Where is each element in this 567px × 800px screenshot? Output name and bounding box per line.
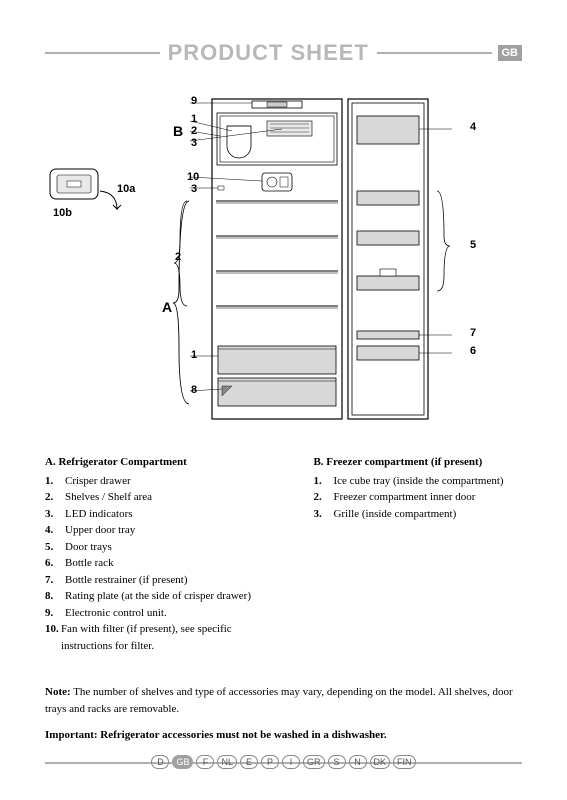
language-selector: DGBFNLEPIGRSNDKFIN bbox=[151, 755, 415, 769]
lang-option-f[interactable]: F bbox=[196, 755, 214, 769]
lang-option-gr[interactable]: GR bbox=[303, 755, 325, 769]
legend-item: 3.LED indicators bbox=[45, 506, 273, 523]
legend-item-number: 1. bbox=[45, 473, 65, 490]
legend-item: 8.Rating plate (at the side of crisper d… bbox=[45, 588, 273, 605]
legend-item-number: 2. bbox=[45, 489, 65, 506]
callout-10b: 10b bbox=[53, 207, 72, 219]
legend-item-text: Upper door tray bbox=[65, 522, 135, 539]
lang-option-p[interactable]: P bbox=[261, 755, 279, 769]
lang-option-e[interactable]: E bbox=[240, 755, 258, 769]
header-rule-right bbox=[377, 52, 492, 54]
lang-option-n[interactable]: N bbox=[349, 755, 367, 769]
lang-option-fin[interactable]: FIN bbox=[393, 755, 416, 769]
legend-item-text: Bottle rack bbox=[65, 555, 114, 572]
callout-5: 5 bbox=[470, 239, 476, 251]
legend-col-B: B. Freezer compartment (if present) 1.Ic… bbox=[313, 454, 522, 654]
legend: A. Refrigerator Compartment 1.Crisper dr… bbox=[45, 454, 522, 654]
legend-item: 2.Shelves / Shelf area bbox=[45, 489, 273, 506]
lang-option-s[interactable]: S bbox=[328, 755, 346, 769]
callout-9: 9 bbox=[191, 95, 197, 107]
legend-item-text: Crisper drawer bbox=[65, 473, 131, 490]
legend-item-text: Door trays bbox=[65, 539, 112, 556]
legend-item-text: Freezer compartment inner door bbox=[333, 489, 475, 506]
legend-item-text: Shelves / Shelf area bbox=[65, 489, 152, 506]
callout-3-freezer: 3 bbox=[191, 137, 197, 149]
legend-item-number: 2. bbox=[313, 489, 333, 506]
lang-option-dk[interactable]: DK bbox=[370, 755, 391, 769]
callout-6: 6 bbox=[470, 345, 476, 357]
legend-item: 3.Grille (inside compartment) bbox=[313, 506, 522, 523]
legend-item-number: 5. bbox=[45, 539, 65, 556]
legend-item: 9.Electronic control unit. bbox=[45, 605, 273, 622]
callout-1: 1 bbox=[191, 349, 197, 361]
legend-item: 6.Bottle rack bbox=[45, 555, 273, 572]
filter-inset: 10a 10b bbox=[45, 161, 140, 236]
legend-item-text: Electronic control unit. bbox=[65, 605, 167, 622]
legend-item-number: 8. bbox=[45, 588, 65, 605]
legend-item-text: Bottle restrainer (if present) bbox=[65, 572, 187, 589]
lang-option-d[interactable]: D bbox=[151, 755, 169, 769]
callout-4: 4 bbox=[470, 121, 476, 133]
page-title: PRODUCT SHEET bbox=[160, 40, 377, 66]
product-diagram: 9 1 2 3 B 10 3 2 A 1 8 4 5 7 6 10a 10b bbox=[45, 91, 522, 436]
header-rule-left bbox=[45, 52, 160, 54]
legend-item: 4.Upper door tray bbox=[45, 522, 273, 539]
callout-7: 7 bbox=[470, 327, 476, 339]
fridge-illustration bbox=[152, 91, 482, 436]
legend-item: 10.Fan with filter (if present), see spe… bbox=[45, 621, 273, 654]
legend-item-number: 6. bbox=[45, 555, 65, 572]
legend-heading-B: B. Freezer compartment (if present) bbox=[313, 454, 522, 471]
legend-item: 1.Ice cube tray (inside the compartment) bbox=[313, 473, 522, 490]
legend-item-number: 3. bbox=[313, 506, 333, 523]
legend-item-number: 7. bbox=[45, 572, 65, 589]
legend-col-A: A. Refrigerator Compartment 1.Crisper dr… bbox=[45, 454, 273, 654]
legend-item-text: Fan with filter (if present), see specif… bbox=[61, 621, 274, 654]
note-text: Note: The number of shelves and type of … bbox=[45, 684, 522, 717]
legend-heading-A: A. Refrigerator Compartment bbox=[45, 454, 273, 471]
legend-item: 2.Freezer compartment inner door bbox=[313, 489, 522, 506]
legend-item: 5.Door trays bbox=[45, 539, 273, 556]
legend-item-number: 4. bbox=[45, 522, 65, 539]
lang-option-nl[interactable]: NL bbox=[217, 755, 237, 769]
callout-2-freezer: 2 bbox=[191, 125, 197, 137]
legend-item: 1.Crisper drawer bbox=[45, 473, 273, 490]
legend-item-text: Ice cube tray (inside the compartment) bbox=[333, 473, 503, 490]
legend-item-number: 10. bbox=[45, 621, 61, 654]
callout-1-freezer: 1 bbox=[191, 113, 197, 125]
legend-item: 7.Bottle restrainer (if present) bbox=[45, 572, 273, 589]
lang-option-i[interactable]: I bbox=[282, 755, 300, 769]
legend-item-text: Rating plate (at the side of crisper dra… bbox=[65, 588, 251, 605]
callout-3: 3 bbox=[191, 183, 197, 195]
language-badge: GB bbox=[498, 45, 523, 61]
legend-item-text: Grille (inside compartment) bbox=[333, 506, 456, 523]
important-text: Important: Refrigerator accessories must… bbox=[45, 727, 522, 744]
section-label-B: B bbox=[173, 123, 183, 139]
note-label: Note: bbox=[45, 686, 71, 698]
brace-A bbox=[171, 199, 191, 409]
callout-10a: 10a bbox=[117, 183, 135, 195]
note-body: The number of shelves and type of access… bbox=[45, 686, 513, 715]
legend-item-number: 9. bbox=[45, 605, 65, 622]
callout-10: 10 bbox=[187, 171, 199, 183]
header: PRODUCT SHEET GB bbox=[45, 40, 522, 66]
legend-item-number: 1. bbox=[313, 473, 333, 490]
legend-item-number: 3. bbox=[45, 506, 65, 523]
lang-option-gb[interactable]: GB bbox=[172, 755, 193, 769]
legend-item-text: LED indicators bbox=[65, 506, 133, 523]
callout-8: 8 bbox=[191, 384, 197, 396]
footer: DGBFNLEPIGRSNDKFIN bbox=[0, 752, 567, 770]
